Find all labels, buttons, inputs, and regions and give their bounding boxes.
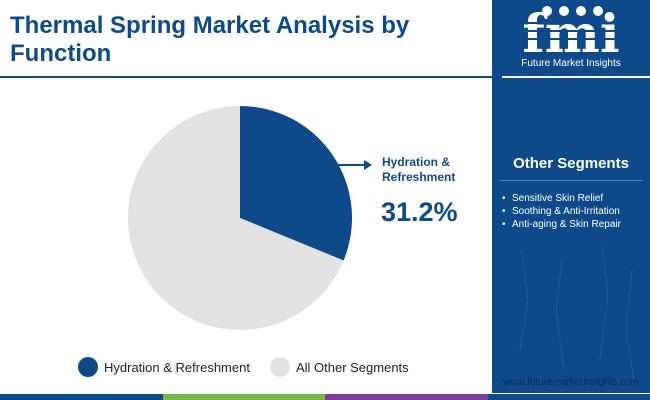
pie-slices [128, 106, 353, 330]
segments-divider [500, 180, 642, 181]
legend-item-other: All Other Segments [269, 357, 409, 377]
bottom-bar-segment [487, 394, 650, 400]
other-segments-heading: Other Segments [513, 155, 629, 172]
legend-label: All Other Segments [295, 359, 409, 375]
logo-lettering: fmi [522, 4, 619, 60]
bottom-bar-segment [162, 394, 325, 400]
segment-item: • Soothing & Anti-Irritation [502, 206, 620, 217]
side-divider [502, 76, 650, 78]
legend-swatch [78, 357, 98, 377]
website-link[interactable]: www.futuremarketinsights.com [503, 377, 639, 388]
callout-value: 31.2% [381, 197, 458, 227]
bottom-bar-segment [0, 394, 163, 400]
chart-legend: Hydration & Refreshment All Other Segmen… [78, 357, 429, 377]
background-pattern-icon [519, 244, 635, 381]
segment-item-label: Soothing & Anti-Irritation [512, 206, 620, 217]
bottom-color-bar [0, 394, 650, 400]
callout: Hydration & Refreshment 31.2% [336, 155, 458, 227]
legend-label: Hydration & Refreshment [104, 359, 250, 375]
brand-logo: fmi Future Market Insights [492, 0, 650, 76]
callout-label: Hydration & Refreshment [382, 155, 455, 184]
segment-item: • Anti-aging & Skin Repair [502, 219, 621, 230]
side-panel: fmi Future Market Insights Other Segment… [492, 0, 650, 393]
fmi-logo-icon: fmi [522, 4, 619, 65]
brand-tagline: Future Market Insights [521, 58, 621, 69]
arrow-right-icon [364, 160, 372, 170]
segment-item: • Sensitive Skin Relief [502, 193, 604, 204]
segment-item-label: Sensitive Skin Relief [512, 193, 604, 204]
other-segments-list: • Sensitive Skin Relief • Soothing & Anti-… [502, 192, 621, 231]
segment-item-label: Anti-aging & Skin Repair [512, 219, 621, 230]
legend-item-hydration: Hydration & Refreshment [78, 357, 250, 377]
chart-title: Thermal Spring Market Analysis by Functi… [10, 12, 410, 67]
pie-chart: Hydration & Refreshment 31.2% [128, 106, 458, 330]
legend-swatch [269, 357, 290, 377]
pie-slice-1 [128, 106, 344, 330]
bottom-bar-segment [325, 394, 488, 400]
title-divider [0, 76, 492, 78]
pie-slice-0 [240, 106, 353, 261]
